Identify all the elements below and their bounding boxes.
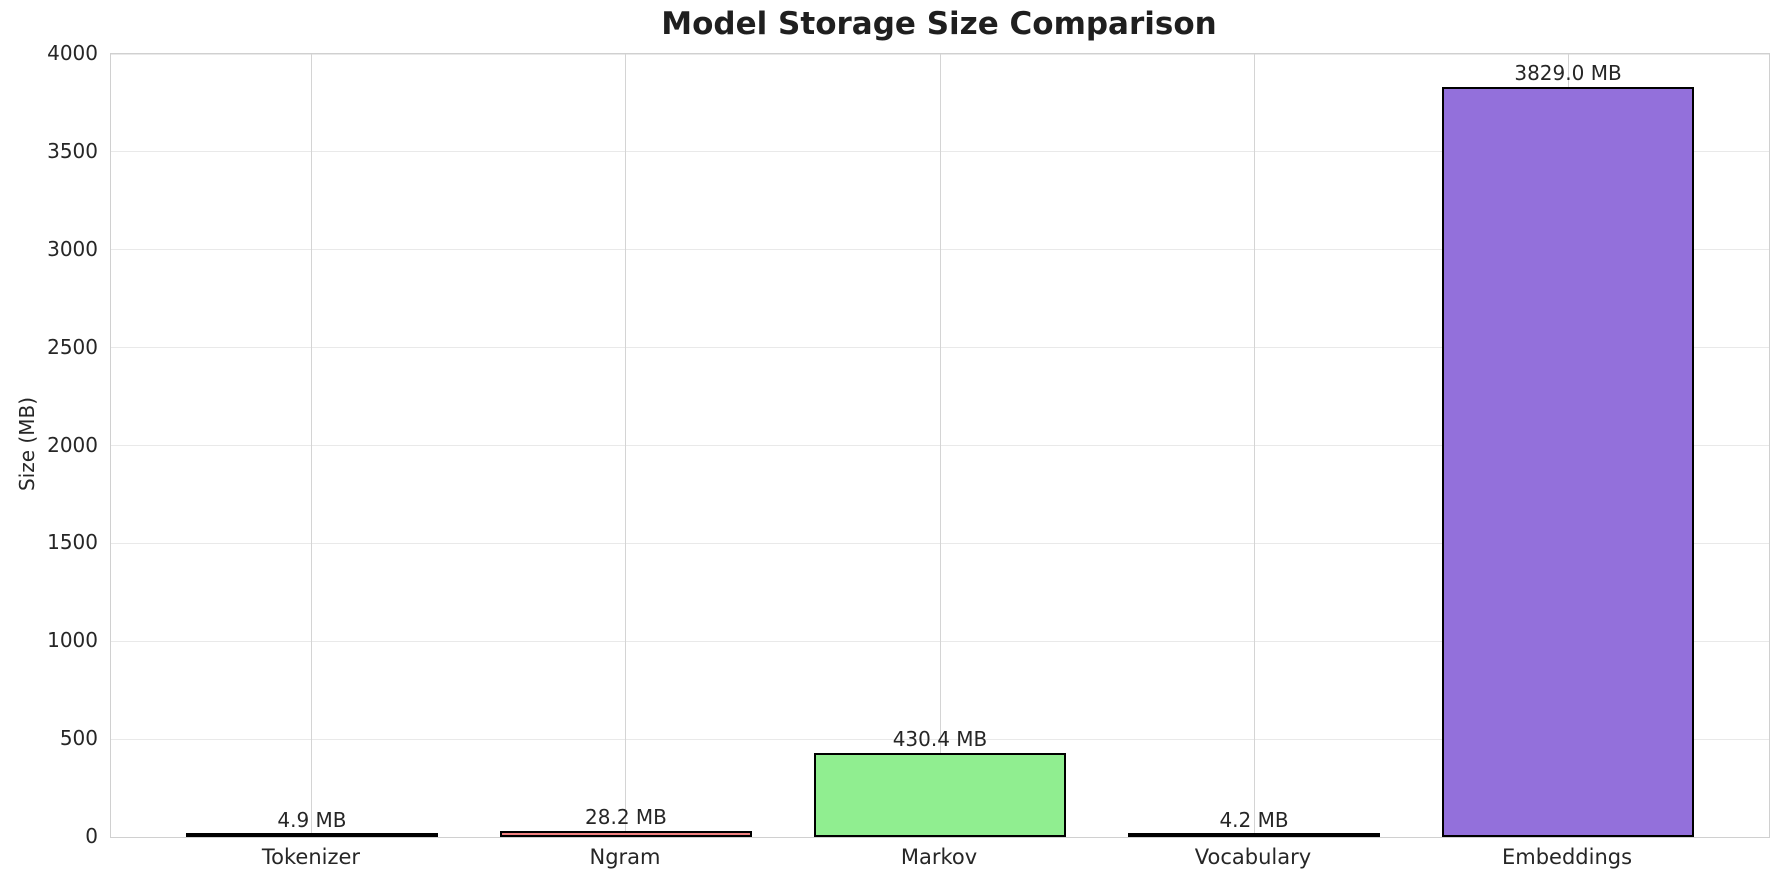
bar-embeddings [1442,87,1694,837]
y-tick-label: 1500 [47,530,98,555]
y-tick-label: 3000 [47,236,98,261]
bar-tokenizer [186,833,438,837]
x-tick-label-tokenizer: Tokenizer [261,845,361,869]
y-tick-label: 4000 [47,41,98,65]
v-gridline [1253,54,1255,837]
bar-vocabulary [1128,833,1380,837]
v-gridline [939,54,941,837]
bar-value-label: 4.9 MB [277,808,347,832]
x-tick-label-embeddings: Embeddings [1501,845,1633,869]
x-tick-label-ngram: Ngram [589,845,661,869]
plot-area: 4.9 MB 28.2 MB 430.4 MB 4.2 MB 3829.0 MB [110,53,1770,838]
x-tick-label-markov: Markov [900,845,978,869]
bar-value-label: 4.2 MB [1219,808,1289,832]
y-tick-label: 2000 [47,432,98,457]
y-tick-label: 3500 [47,138,98,163]
y-tick-label: 500 [59,726,98,751]
bar-ngram [500,831,752,837]
x-tick-label-vocabulary: Vocabulary [1194,845,1312,869]
bar-markov [814,752,1066,837]
chart-title: Model Storage Size Comparison [661,6,1217,42]
v-gridline [311,54,313,837]
bar-value-label: 28.2 MB [585,805,667,830]
v-gridline [625,54,627,837]
bar-value-label: 430.4 MB [892,726,988,751]
y-tick-label: 1000 [47,628,98,653]
y-tick-label: 2500 [47,334,98,359]
bar-value-label: 3829.0 MB [1514,61,1622,86]
y-tick-label: 0 [85,824,98,848]
